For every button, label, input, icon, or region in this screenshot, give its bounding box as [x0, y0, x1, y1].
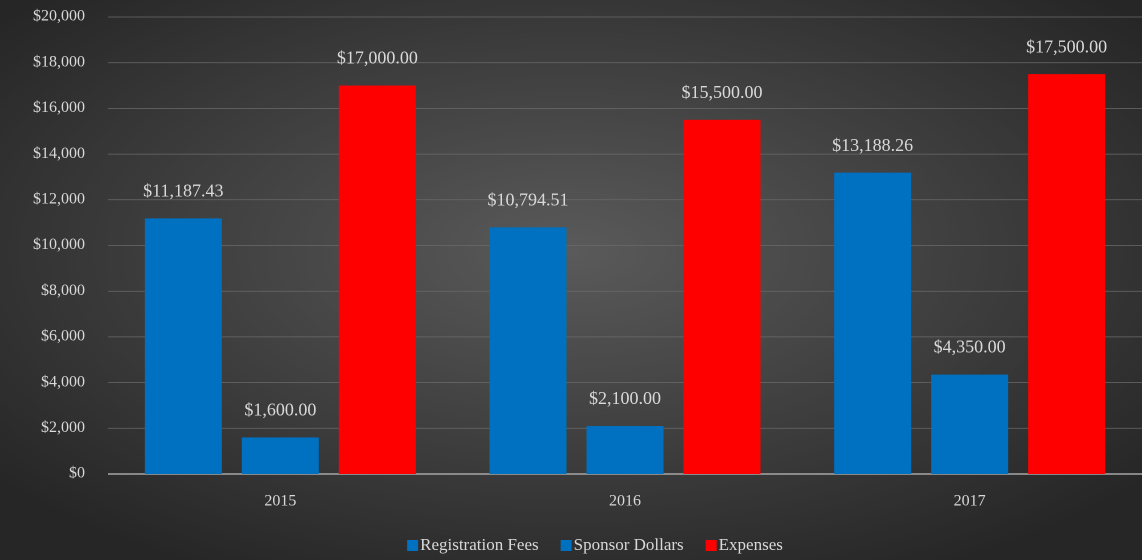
bar — [241, 437, 319, 474]
y-tick-label: $20,000 — [33, 8, 85, 25]
x-tick-label: 2017 — [954, 493, 986, 510]
bar — [586, 426, 664, 474]
y-tick-label: $6,000 — [41, 328, 85, 345]
bar — [683, 119, 761, 474]
bar — [144, 218, 222, 474]
x-tick-label: 2016 — [609, 493, 641, 510]
data-label: $17,000.00 — [337, 48, 418, 68]
bar — [834, 172, 912, 474]
data-label: $15,500.00 — [682, 82, 763, 102]
y-tick-label: $8,000 — [41, 282, 85, 299]
y-tick-label: $0 — [69, 465, 85, 482]
bar — [1028, 74, 1106, 474]
data-label: $2,100.00 — [589, 388, 661, 408]
data-label: $4,350.00 — [934, 337, 1006, 357]
legend-swatch — [407, 540, 419, 551]
y-tick-label: $12,000 — [33, 190, 85, 207]
data-label: $13,188.26 — [832, 135, 913, 155]
legend-swatch — [560, 540, 572, 551]
legend-label: Registration Fees — [420, 535, 539, 554]
y-tick-label: $4,000 — [41, 373, 85, 390]
x-tick-label: 2015 — [264, 493, 296, 510]
legend-label: Expenses — [719, 535, 783, 554]
bar — [931, 374, 1009, 474]
bar — [338, 85, 416, 475]
data-label: $1,600.00 — [244, 400, 316, 420]
data-label: $10,794.51 — [488, 189, 569, 209]
data-label: $11,187.43 — [143, 180, 223, 200]
y-tick-label: $2,000 — [41, 419, 85, 436]
y-tick-label: $14,000 — [33, 145, 85, 162]
y-tick-label: $16,000 — [33, 99, 85, 116]
bar — [489, 227, 567, 474]
legend-swatch — [705, 540, 717, 551]
legend-label: Sponsor Dollars — [574, 535, 684, 554]
y-tick-label: $10,000 — [33, 236, 85, 253]
data-label: $17,500.00 — [1026, 36, 1107, 56]
y-tick-label: $18,000 — [33, 53, 85, 70]
